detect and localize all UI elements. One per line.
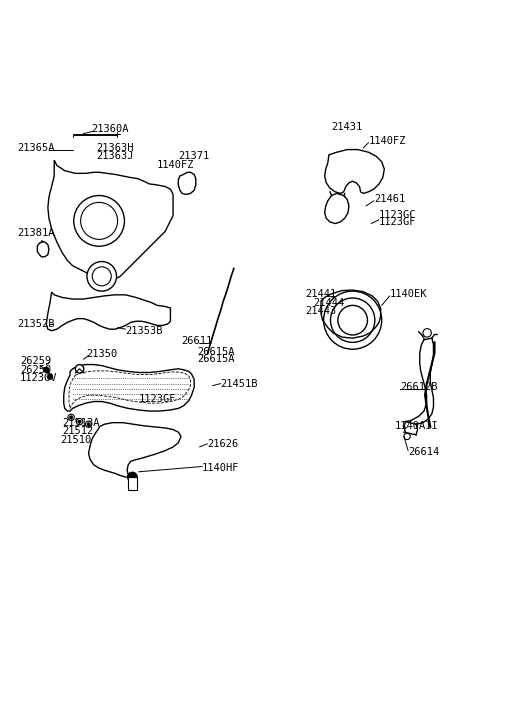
Text: 26614: 26614 [408,447,439,457]
Text: 21360A: 21360A [91,124,129,134]
Text: 21443: 21443 [305,305,336,316]
Text: 21352B: 21352B [17,319,55,329]
Text: 21451B: 21451B [220,379,258,388]
Text: 26615A: 26615A [197,347,234,357]
Circle shape [85,421,92,427]
Text: 21371: 21371 [178,151,210,161]
Text: 21626: 21626 [208,439,238,449]
Text: 21350: 21350 [86,349,117,359]
Text: 1140AII: 1140AII [395,421,439,431]
Circle shape [78,420,81,423]
Circle shape [87,262,116,291]
Text: 1140HF: 1140HF [202,463,239,473]
Text: 21510: 21510 [61,435,92,445]
Text: 26259: 26259 [20,356,51,366]
Text: 1123GV: 1123GV [20,373,57,383]
Circle shape [47,374,53,379]
Text: 21441: 21441 [305,289,336,299]
Circle shape [323,291,382,349]
Text: 1123GC: 1123GC [379,209,416,220]
Circle shape [92,267,112,286]
Circle shape [87,422,90,426]
Text: 21431: 21431 [331,122,363,132]
Text: 26250: 26250 [20,365,51,375]
Circle shape [404,433,410,440]
Circle shape [423,329,431,337]
Text: 21513A: 21513A [62,417,100,427]
Polygon shape [324,150,384,193]
Text: 26612B: 26612B [400,382,438,393]
Polygon shape [89,422,181,477]
Text: 21363J: 21363J [97,151,134,161]
Polygon shape [324,193,349,223]
Text: 26615A: 26615A [197,354,234,364]
Text: 1123GF: 1123GF [379,217,416,227]
Text: 21353B: 21353B [125,326,163,336]
Bar [128,477,136,490]
Text: 21365A: 21365A [17,143,55,153]
Text: 21381A: 21381A [17,228,55,238]
Polygon shape [178,172,196,194]
Circle shape [338,305,367,335]
Circle shape [127,473,137,482]
Text: 1123GF: 1123GF [139,395,176,404]
Circle shape [81,202,117,239]
Text: 26611: 26611 [181,337,212,346]
Circle shape [44,367,49,372]
Text: 21512: 21512 [62,426,93,436]
Text: 1140FZ: 1140FZ [157,161,195,170]
Text: 21363H: 21363H [97,143,134,153]
Polygon shape [46,292,170,331]
Circle shape [74,196,124,246]
Text: 1140FZ: 1140FZ [369,136,406,145]
Text: 21461: 21461 [374,193,405,204]
Text: 1140EK: 1140EK [390,289,427,299]
Circle shape [70,416,73,419]
Circle shape [75,364,84,373]
Circle shape [330,298,375,342]
Polygon shape [64,364,194,411]
Circle shape [76,419,83,425]
Circle shape [68,414,74,420]
Polygon shape [48,160,173,281]
Text: 21444: 21444 [313,298,344,308]
